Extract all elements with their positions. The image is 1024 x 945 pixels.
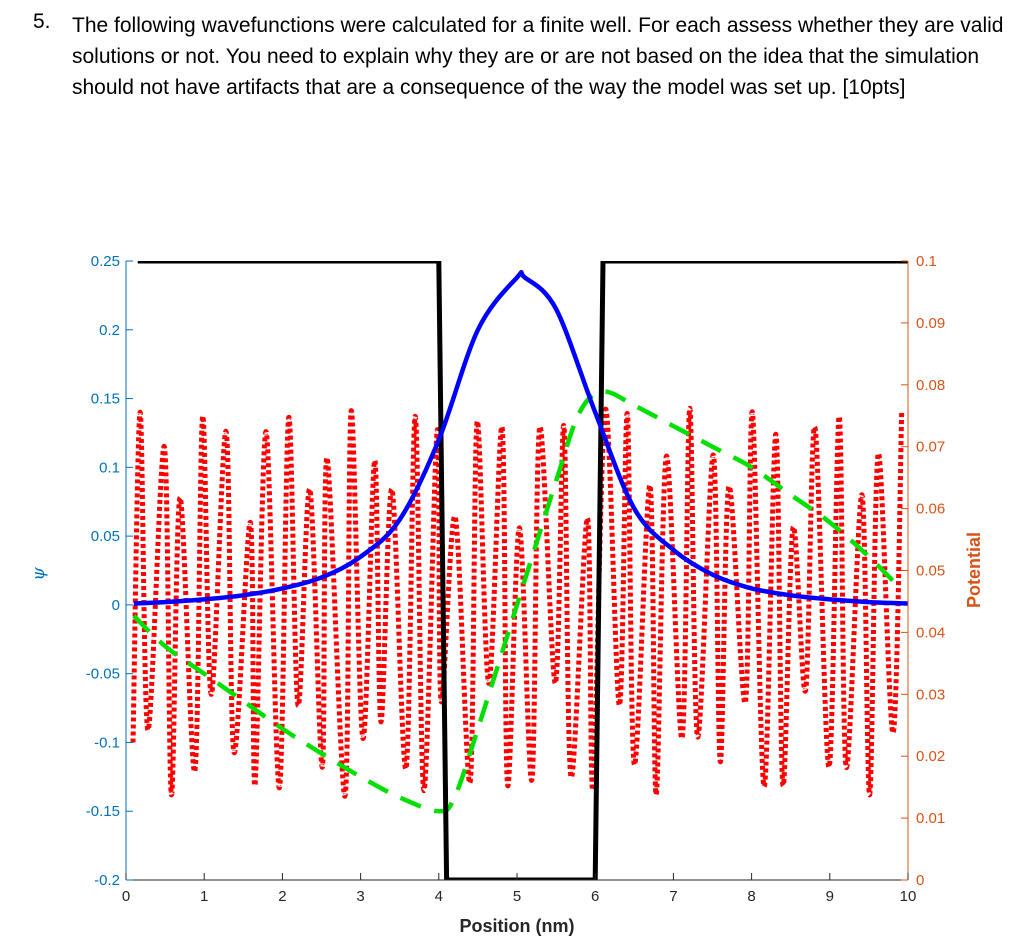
x-tick-label: 5 — [513, 888, 521, 905]
y-tick-label-right: 0 — [916, 872, 924, 889]
y-tick-label-left: 0.15 — [91, 391, 120, 408]
y-tick-label-left: 0.2 — [99, 322, 120, 339]
series-psi-ground-state — [133, 270, 908, 606]
x-tick-label: 3 — [356, 888, 364, 905]
y-tick-label-right: 0.01 — [916, 810, 945, 827]
y-tick-label-right: 0.1 — [916, 253, 937, 270]
y-axis-label-left: ψ — [29, 567, 49, 581]
y-tick-label-right: 0.08 — [916, 377, 945, 394]
y-tick-label-left: -0.05 — [86, 666, 120, 683]
question-text: The following wavefunctions were calcula… — [72, 14, 1004, 99]
axes-layer: 0 1 2 3 4 5 6 7 8 9 10 -0.2 -0.15 -0.1 -0.05 0 0.05 0.1 0.… — [86, 253, 945, 905]
y-tick-label-right: 0.06 — [916, 501, 945, 518]
series-psi-first-excited — [132, 389, 902, 814]
y-tick-label-right: 0.04 — [916, 624, 945, 641]
series-layer — [130, 261, 908, 880]
x-tick-label: 9 — [826, 888, 834, 905]
y-tick-label-left: -0.2 — [94, 872, 120, 889]
y-tick-label-left: 0 — [112, 597, 120, 614]
series-potential — [137, 261, 908, 880]
x-tick-label: 4 — [435, 888, 443, 905]
x-tick-label: 7 — [669, 888, 677, 905]
x-tick-label: 6 — [591, 888, 599, 905]
x-tick-label: 0 — [122, 888, 130, 905]
question-number: 5. — [33, 10, 51, 33]
x-axis-label: Position (nm) — [460, 916, 575, 936]
series-psi-noisy — [130, 405, 905, 799]
x-tick-label: 2 — [278, 888, 286, 905]
y-tick-label-right: 0.07 — [916, 439, 945, 456]
y-tick-label-left: -0.1 — [94, 734, 120, 751]
y-tick-label-right: 0.09 — [916, 315, 945, 332]
x-tick-label: 1 — [200, 888, 208, 905]
x-tick-label: 10 — [900, 888, 917, 905]
y-tick-label-left: -0.15 — [86, 803, 120, 820]
y-tick-label-right: 0.03 — [916, 686, 945, 703]
y-tick-label-left: 0.05 — [91, 528, 120, 545]
y-tick-label-right: 0.05 — [916, 563, 945, 580]
y-tick-label-left: 0.1 — [99, 459, 120, 476]
y-tick-label-left: 0.25 — [91, 253, 120, 270]
x-tick-label: 8 — [747, 888, 755, 905]
y-axis-label-right: Potential — [964, 532, 984, 608]
y-tick-label-right: 0.02 — [916, 748, 945, 765]
